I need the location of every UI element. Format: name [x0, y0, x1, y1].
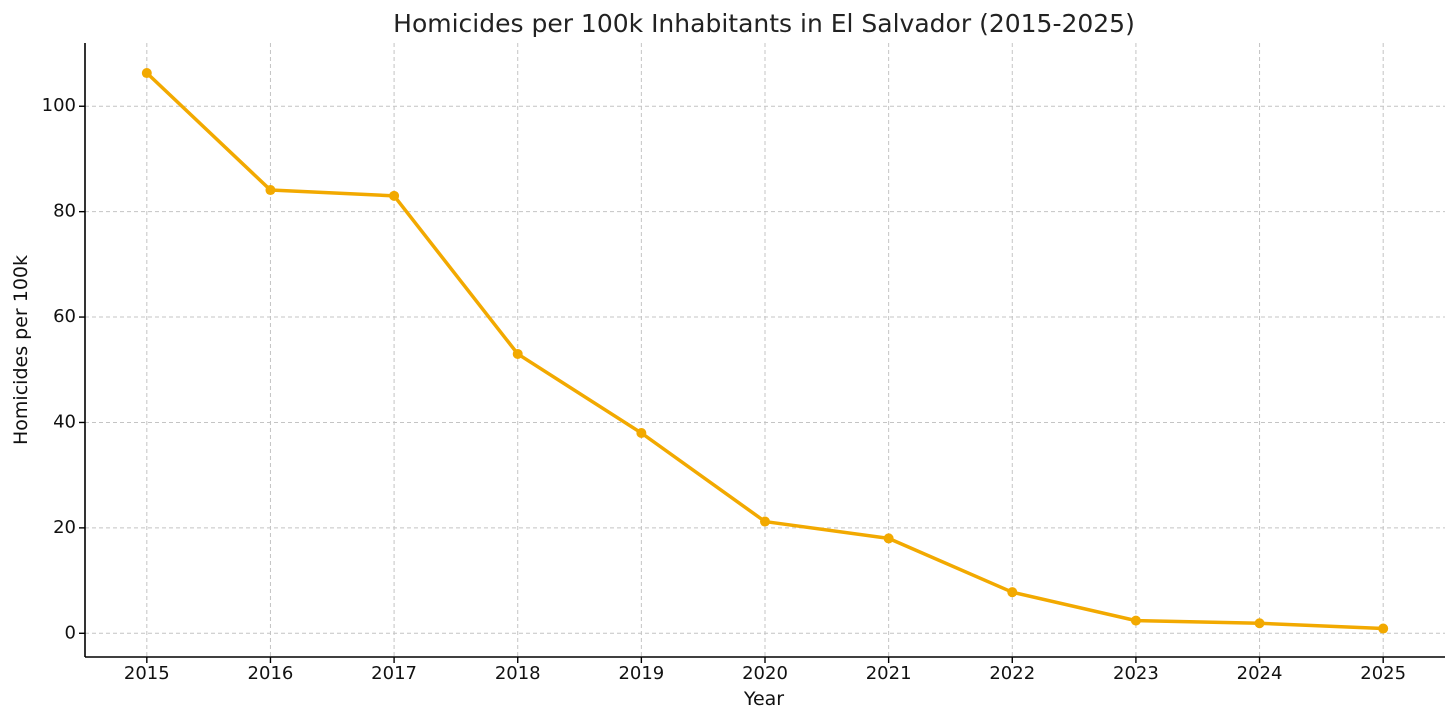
y-tick-label: 80 [53, 201, 76, 222]
series-group [141, 68, 1389, 634]
y-axis-label: Homicides per 100k [10, 255, 32, 445]
grid [85, 43, 1445, 657]
data-point [389, 190, 400, 201]
data-point [1254, 618, 1265, 629]
data-point [760, 516, 770, 527]
x-tick-label: 2018 [495, 663, 541, 684]
x-tick-label: 2016 [248, 663, 294, 684]
x-tick-label: 2020 [742, 663, 788, 684]
x-axis-ticks: 2015 2016 2017 2018 2019 2020 2021 2022 2023 2024… [124, 657, 1406, 684]
data-point [1007, 587, 1018, 598]
data-point [512, 348, 523, 359]
y-tick-label: 0 [65, 622, 76, 643]
x-axis-label: Year [743, 688, 784, 710]
data-point [636, 428, 647, 439]
y-tick-label: 60 [53, 306, 76, 327]
data-point [141, 68, 152, 79]
y-tick-label: 100 [42, 95, 76, 116]
x-tick-label: 2025 [1360, 663, 1406, 684]
chart-title: Homicides per 100k Inhabitants in El Sal… [393, 9, 1135, 38]
x-tick-label: 2023 [1113, 663, 1159, 684]
x-tick-label: 2024 [1237, 663, 1283, 684]
x-tick-label: 2017 [371, 663, 417, 684]
x-tick-label: 2022 [989, 663, 1035, 684]
y-tick-label: 40 [53, 411, 76, 432]
y-tick-label: 20 [53, 517, 76, 538]
x-tick-label: 2019 [618, 663, 664, 684]
y-axis-ticks: 0 20 40 60 80 100 [42, 95, 85, 643]
x-tick-label: 2021 [866, 663, 912, 684]
data-point [1378, 623, 1389, 634]
data-point [883, 533, 894, 544]
data-point [265, 185, 276, 196]
data-point [1130, 615, 1141, 626]
x-tick-label: 2015 [124, 663, 170, 684]
